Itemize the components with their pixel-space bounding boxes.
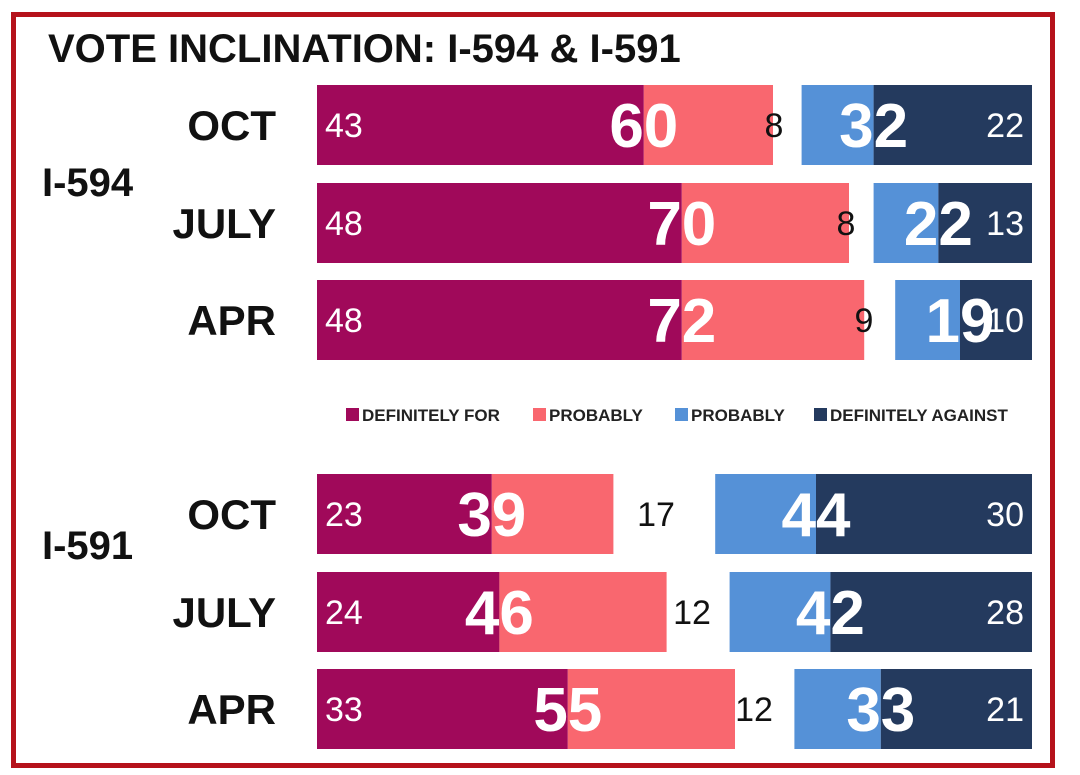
row-label-g0-r0: OCT — [187, 102, 276, 149]
label-total-for-g0-r2: 72 — [647, 287, 716, 356]
legend-label-3: DEFINITELY AGAINST — [830, 406, 1009, 425]
bar-probably-for-g0-r2 — [681, 280, 865, 360]
row-label-g0-r1: JULY — [172, 200, 276, 247]
label-undecided-g1-r2: 12 — [735, 691, 773, 729]
label-definitely-for-g0-r1: 48 — [325, 205, 363, 243]
bar-definitely-against-g0-r0 — [873, 85, 1032, 165]
label-undecided-g1-r1: 12 — [673, 594, 711, 632]
label-definitely-against-g1-r1: 28 — [986, 594, 1024, 632]
bar-probably-against-g0-r0 — [801, 85, 874, 165]
row-label-g1-r1: JULY — [172, 589, 276, 636]
label-total-for-g1-r0: 39 — [457, 481, 526, 550]
legend-label-2: PROBABLY — [691, 406, 785, 425]
bar-probably-for-g0-r1 — [681, 183, 849, 263]
bar-probably-for-g1-r1 — [499, 572, 667, 652]
label-definitely-for-g0-r2: 48 — [325, 302, 363, 340]
row-label-g0-r2: APR — [187, 297, 276, 344]
label-definitely-for-g0-r0: 43 — [325, 107, 363, 145]
label-undecided-g0-r0: 8 — [765, 107, 784, 145]
label-total-for-g1-r2: 55 — [533, 676, 602, 745]
label-definitely-for-g1-r1: 24 — [325, 594, 363, 632]
bar-probably-for-g1-r0 — [491, 474, 614, 554]
bar-definitely-for-g1-r2 — [317, 669, 568, 749]
label-undecided-g0-r1: 8 — [837, 205, 856, 243]
label-total-for-g1-r1: 46 — [465, 579, 534, 648]
legend-label-0: DEFINITELY FOR — [362, 406, 500, 425]
bar-definitely-for-g1-r1 — [317, 572, 500, 652]
label-undecided-g0-r2: 9 — [855, 302, 874, 340]
label-definitely-against-g1-r2: 21 — [986, 691, 1024, 729]
label-undecided-g1-r0: 17 — [637, 496, 675, 534]
row-label-g1-r2: APR — [187, 686, 276, 733]
label-total-against-g0-r0: 32 — [839, 92, 908, 161]
label-total-against-g0-r1: 22 — [904, 190, 973, 259]
group-label-i591: I-591 — [42, 524, 133, 568]
bar-definitely-against-g1-r0 — [816, 474, 1032, 554]
chart-frame — [11, 12, 1055, 768]
bar-definitely-for-g0-r0 — [317, 85, 644, 165]
label-total-against-g0-r2: 19 — [926, 287, 995, 356]
legend-swatch-0 — [346, 408, 359, 421]
bar-definitely-against-g0-r1 — [938, 183, 1032, 263]
label-definitely-for-g1-r2: 33 — [325, 691, 363, 729]
bar-definitely-for-g0-r2 — [317, 280, 682, 360]
row-label-g1-r0: OCT — [187, 491, 276, 538]
bar-probably-against-g1-r1 — [729, 572, 831, 652]
legend-swatch-2 — [675, 408, 688, 421]
bar-probably-against-g0-r2 — [895, 280, 960, 360]
label-total-against-g1-r0: 44 — [782, 481, 851, 550]
label-total-for-g0-r1: 70 — [647, 190, 716, 259]
bar-probably-for-g1-r2 — [567, 669, 735, 749]
label-definitely-for-g1-r0: 23 — [325, 496, 363, 534]
label-definitely-against-g0-r2: 10 — [986, 302, 1024, 340]
bar-definitely-against-g1-r2 — [880, 669, 1032, 749]
legend-swatch-1 — [533, 408, 546, 421]
label-total-against-g1-r1: 42 — [796, 579, 865, 648]
bar-definitely-against-g1-r1 — [830, 572, 1032, 652]
bar-probably-against-g1-r0 — [715, 474, 816, 554]
group-label-i594: I-594 — [42, 161, 134, 205]
bar-probably-for-g0-r0 — [643, 85, 773, 165]
bar-probably-against-g0-r1 — [873, 183, 939, 263]
bar-definitely-for-g1-r0 — [317, 474, 492, 554]
label-definitely-against-g0-r0: 22 — [986, 107, 1024, 145]
label-definitely-against-g1-r0: 30 — [986, 496, 1024, 534]
legend-swatch-3 — [814, 408, 827, 421]
label-total-against-g1-r2: 33 — [846, 676, 915, 745]
legend-label-1: PROBABLY — [549, 406, 643, 425]
label-total-for-g0-r0: 60 — [609, 92, 678, 161]
bar-definitely-for-g0-r1 — [317, 183, 682, 263]
legend: DEFINITELY FOR PROBABLY PROBABLY DEFINITELY… — [346, 406, 1009, 425]
bar-probably-against-g1-r2 — [794, 669, 881, 749]
chart-title: VOTE INCLINATION: I-594 & I-591 — [48, 27, 681, 71]
bar-definitely-against-g0-r2 — [960, 280, 1032, 360]
label-definitely-against-g0-r1: 13 — [986, 205, 1024, 243]
